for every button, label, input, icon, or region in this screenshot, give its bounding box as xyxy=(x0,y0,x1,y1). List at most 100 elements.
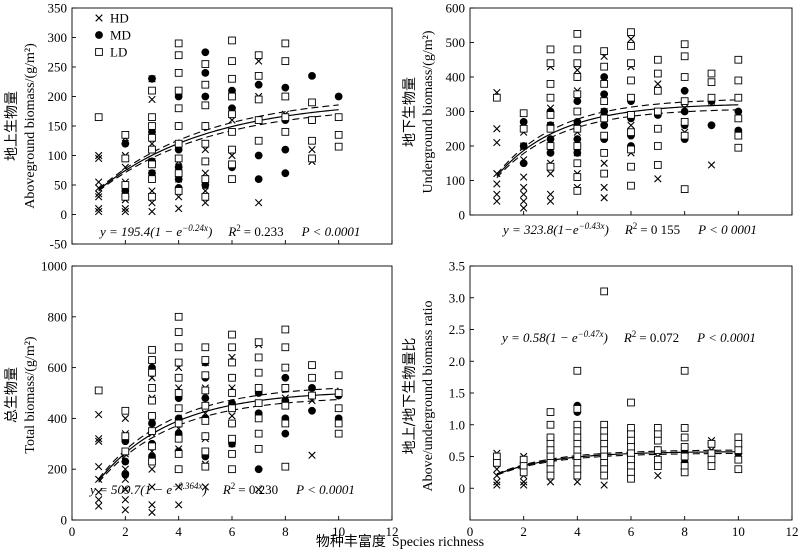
data-point-LD xyxy=(121,130,130,139)
x-tick-label: 6 xyxy=(628,524,635,539)
y-tick-label: 0.5 xyxy=(449,449,465,464)
y-tick-label: 2.5 xyxy=(449,322,465,337)
data-point-LD xyxy=(653,161,662,169)
data-point-LD xyxy=(492,452,501,461)
data-point-LD xyxy=(680,40,689,49)
data-point-HD xyxy=(94,410,103,419)
equation-main: y = 195.4(1 − e xyxy=(98,224,182,239)
data-point-HD xyxy=(546,190,555,198)
confidence-band xyxy=(496,452,739,476)
data-point-LD xyxy=(148,113,156,122)
data-point-LD xyxy=(600,287,609,296)
chart-panel-top-left: -50 0 50 100 150 200 250 300 350 y = 195.4(1 − e−… xyxy=(4,1,393,252)
data-point-HD xyxy=(148,501,156,509)
confidence-band xyxy=(98,387,339,480)
data-point-LD xyxy=(254,429,263,438)
y-tick-label: 3.0 xyxy=(449,290,465,305)
data-point-LD xyxy=(201,122,210,130)
data-point-LD xyxy=(734,433,743,442)
data-point-LD xyxy=(174,358,183,367)
y-label-en: Above/underground biomass ratio xyxy=(421,300,436,491)
data-point-LD xyxy=(546,452,555,461)
fit-curve xyxy=(496,451,739,475)
y-tick-label: 150 xyxy=(48,119,68,134)
data-point-LD xyxy=(174,312,183,321)
data-point-LD xyxy=(121,154,130,163)
data-point-LD xyxy=(308,116,316,124)
data-point-HD xyxy=(493,465,501,473)
data-point-LD xyxy=(228,160,236,169)
legend-label-LD: LD xyxy=(110,45,127,60)
data-point-LD xyxy=(627,462,635,470)
data-point-LD xyxy=(734,439,743,448)
equation-main: y = 0.58(1 − e xyxy=(500,330,578,345)
confidence-band xyxy=(98,104,339,190)
data-point-LD xyxy=(308,361,316,369)
data-point-LD xyxy=(254,136,263,145)
data-point-LD xyxy=(148,412,156,420)
legend-marker-MD xyxy=(95,31,103,39)
data-point-MD xyxy=(174,175,183,184)
data-point-LD xyxy=(653,69,662,78)
data-point-LD xyxy=(201,417,210,425)
equation-exponent: −0.47x xyxy=(578,329,604,339)
data-point-LD xyxy=(573,59,582,68)
data-point-MD xyxy=(121,187,130,195)
data-point-LD xyxy=(680,185,689,193)
data-point-HD xyxy=(121,485,130,494)
data-point-LD xyxy=(653,455,662,464)
data-point-HD xyxy=(546,169,555,178)
data-point-LD xyxy=(627,145,635,154)
data-point-HD xyxy=(94,178,103,186)
data-point-HD xyxy=(493,190,501,198)
data-point-HD xyxy=(546,197,555,205)
data-point-LD xyxy=(334,113,343,122)
y-tick-label: 3.5 xyxy=(449,259,465,274)
y-tick-label: 1000 xyxy=(41,259,67,274)
y-tick-label: 100 xyxy=(48,148,68,163)
data-point-LD xyxy=(201,356,210,364)
data-point-HD xyxy=(94,488,103,496)
data-point-MD xyxy=(334,92,343,101)
data-point-LD xyxy=(281,343,290,352)
r2-sup: 2 xyxy=(236,223,241,233)
data-point-MD xyxy=(308,384,316,392)
data-point-HD xyxy=(493,125,501,133)
data-point-LD xyxy=(573,366,582,375)
data-point-LD xyxy=(519,109,528,118)
data-point-HD xyxy=(654,175,662,183)
data-point-LD xyxy=(680,52,689,61)
data-point-HD xyxy=(519,478,528,486)
p-value: P < 0.0001 xyxy=(696,330,756,345)
x-axis-label-cn: 物种丰富度 xyxy=(316,533,386,550)
data-point-LD xyxy=(546,162,555,171)
data-point-LD xyxy=(281,384,290,392)
data-point-LD xyxy=(573,471,582,480)
data-point-LD xyxy=(573,459,582,467)
data-point-LD xyxy=(148,442,156,451)
r2-sup: 2 xyxy=(633,221,638,231)
p-value: P < 0.0001 xyxy=(295,482,355,497)
data-point-MD xyxy=(600,107,609,116)
data-point-LD xyxy=(174,51,183,60)
data-point-LD xyxy=(174,328,183,336)
data-point-LD xyxy=(600,62,609,71)
data-point-LD xyxy=(707,78,716,87)
data-point-LD xyxy=(334,404,343,413)
y-tick-label: 200 xyxy=(48,89,68,104)
data-point-MD xyxy=(121,139,130,148)
data-point-MD xyxy=(707,121,716,130)
data-point-LD xyxy=(148,145,156,154)
data-point-LD xyxy=(254,353,263,362)
data-point-HD xyxy=(148,95,156,104)
y-label-en: Total biomass/(g/m²) xyxy=(23,336,38,453)
data-point-LD xyxy=(707,439,716,448)
data-point-HD xyxy=(493,169,501,178)
data-point-LD xyxy=(121,181,130,189)
data-point-HD xyxy=(519,183,528,192)
data-point-HD xyxy=(600,159,608,167)
data-point-HD xyxy=(174,501,183,509)
data-point-LD xyxy=(148,86,156,95)
data-point-LD xyxy=(680,462,689,470)
data-point-LD xyxy=(600,131,609,140)
